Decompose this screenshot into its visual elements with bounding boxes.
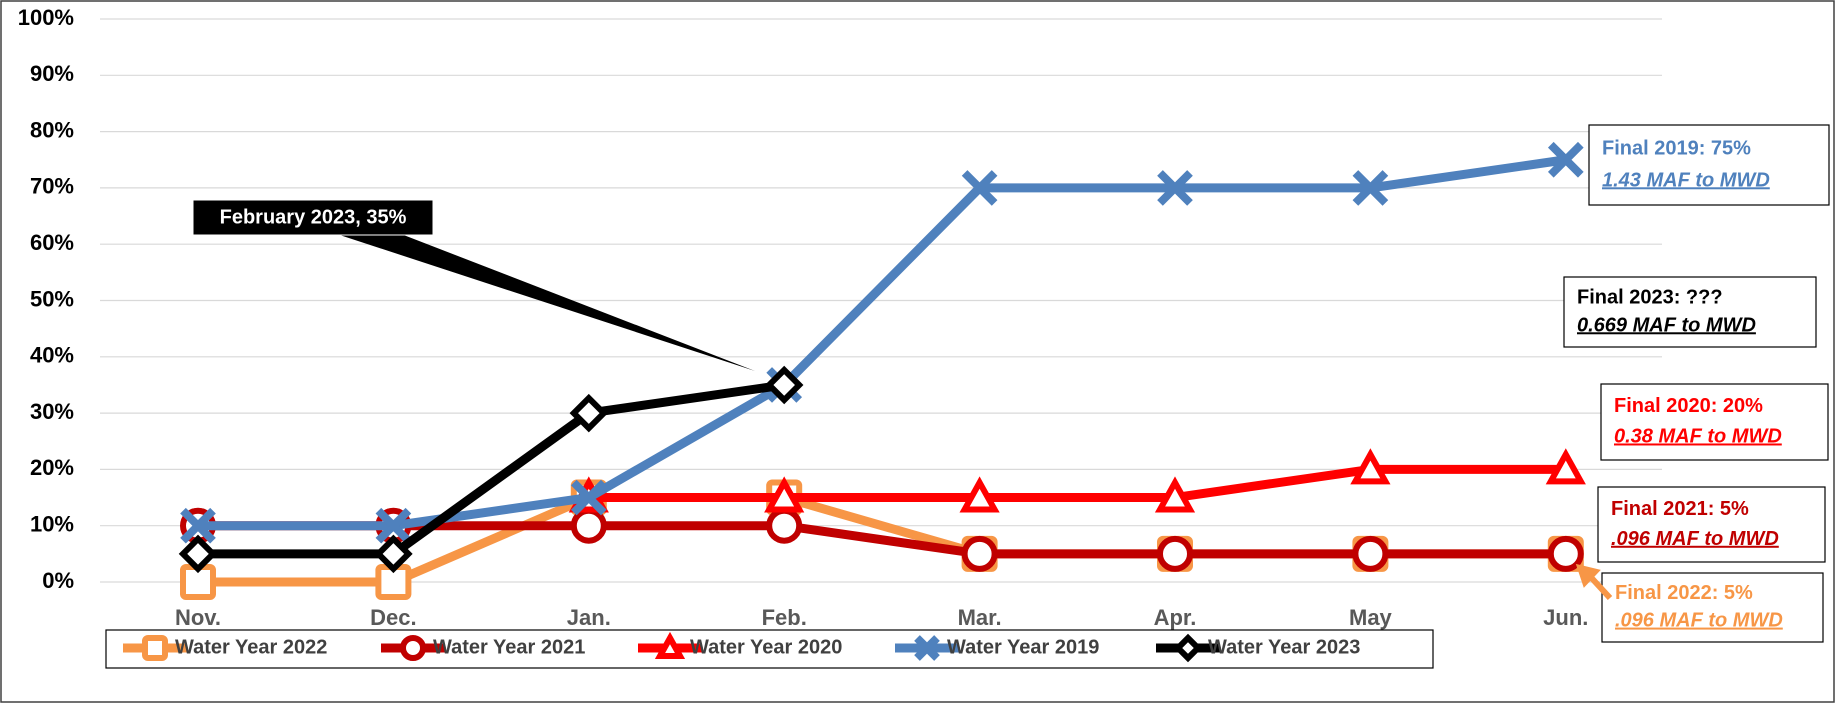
marker: [764, 365, 804, 405]
annotation-subtitle: .096 MAF to MWD: [1615, 610, 1783, 632]
x-tick-label: May: [1349, 605, 1393, 630]
y-tick-label: 70%: [30, 174, 74, 199]
marker: [1545, 448, 1586, 485]
annotation-subtitle: 0.669 MAF to MWD: [1577, 314, 1756, 336]
y-tick-label: 30%: [30, 399, 74, 424]
legend-item: Water Year 2021: [381, 635, 585, 661]
marker: [1350, 448, 1391, 485]
marker: [764, 476, 805, 513]
marker: [1173, 633, 1203, 663]
marker: [1157, 535, 1193, 572]
annotation-title: Final 2020: 20%: [1614, 395, 1763, 417]
x-tick-label: Apr.: [1154, 605, 1197, 630]
annotation-arrowhead: [1575, 563, 1601, 588]
annotation-title: Final 2019: 75%: [1602, 137, 1751, 159]
callout-box: [192, 199, 434, 236]
callout-text: February 2023, 35%: [220, 206, 407, 228]
annotation-box: [1597, 486, 1826, 563]
legend-label: Water Year 2020: [690, 636, 842, 658]
x-tick-label: Jun.: [1543, 605, 1588, 630]
y-tick-label: 0%: [42, 568, 74, 593]
legend-label: Water Year 2019: [947, 636, 1099, 658]
marker: [961, 535, 998, 572]
callout-pointer: [300, 222, 755, 371]
x-tick-label: Jan.: [567, 605, 611, 630]
x-tick-label: Mar.: [958, 605, 1002, 630]
legend-label: Water Year 2022: [175, 636, 327, 658]
y-tick-label: 50%: [30, 286, 74, 311]
annotation-title: Final 2022: 5%: [1615, 582, 1753, 604]
y-tick-label: 80%: [30, 117, 74, 142]
marker: [1154, 476, 1196, 513]
annotation-box: [1600, 383, 1829, 461]
marker: [959, 476, 1000, 513]
marker: [178, 534, 218, 574]
marker: [914, 635, 940, 661]
series-line: [198, 380, 785, 559]
marker: [654, 631, 686, 659]
marker: [180, 507, 216, 544]
y-tick-label: 60%: [30, 230, 74, 255]
marker: [1352, 535, 1389, 572]
marker: [375, 507, 412, 544]
y-tick-label: 100%: [18, 5, 74, 30]
x-tick-label: Nov.: [175, 605, 221, 630]
y-tick-label: 20%: [30, 455, 74, 480]
y-tick-label: 90%: [30, 61, 74, 86]
annotation-title: Final 2021: 5%: [1611, 498, 1749, 520]
annotation-box: [1563, 276, 1817, 348]
marker: [400, 635, 426, 661]
annotation-box: [1601, 572, 1824, 643]
annotation-title: Final 2023: ???: [1577, 286, 1723, 308]
annotation-box: [1588, 124, 1830, 206]
legend-item: Water Year 2022: [123, 635, 327, 661]
marker: [1157, 170, 1193, 206]
marker: [961, 170, 998, 206]
y-tick-label: 40%: [30, 343, 74, 368]
marker: [570, 479, 607, 516]
marker: [766, 507, 803, 544]
marker: [569, 393, 609, 433]
marker: [1547, 535, 1584, 572]
series-line: [588, 464, 1566, 503]
x-tick-label: Feb.: [762, 605, 807, 630]
legend-label: Water Year 2023: [1208, 636, 1360, 658]
y-tick-label: 10%: [30, 512, 74, 537]
marker: [1547, 141, 1584, 178]
marker: [1352, 170, 1389, 206]
legend-item: Water Year 2023: [1156, 633, 1360, 663]
annotation-subtitle: 0.38 MAF to MWD: [1614, 425, 1782, 447]
x-tick-label: Dec.: [370, 605, 416, 630]
annotation-subtitle: .096 MAF to MWD: [1611, 528, 1779, 550]
annotation-subtitle: 1.43 MAF to MWD: [1602, 169, 1770, 191]
series-line: [198, 155, 1567, 531]
legend-item: Water Year 2019: [895, 635, 1099, 661]
marker: [142, 635, 168, 661]
legend-label: Water Year 2021: [433, 636, 585, 658]
legend-item: Water Year 2020: [638, 631, 842, 659]
marker: [570, 507, 607, 544]
marker: [374, 534, 413, 574]
